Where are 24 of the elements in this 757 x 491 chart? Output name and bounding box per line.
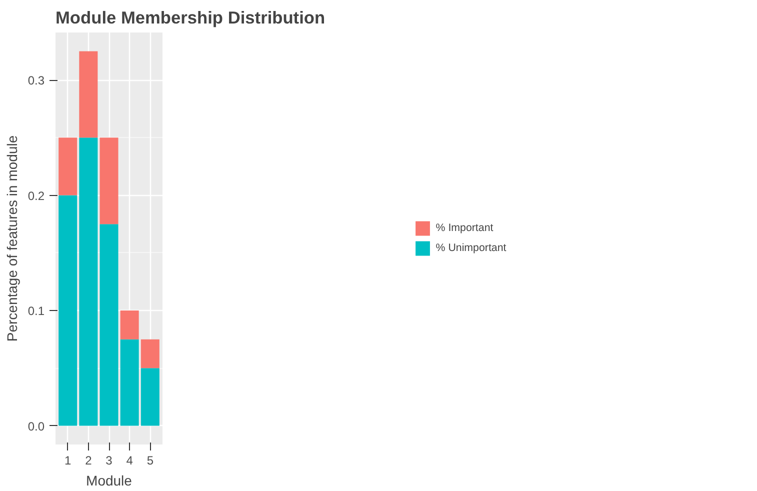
- bar: [79, 138, 98, 426]
- x-axis-title: Module: [86, 472, 132, 488]
- bar: [140, 339, 160, 368]
- y-tick-label: 0.0: [28, 419, 45, 434]
- y-tick-label: 0.2: [28, 188, 45, 203]
- bar: [120, 310, 139, 340]
- bar: [58, 138, 78, 196]
- x-tick-label: 5: [146, 454, 154, 468]
- legend-label: % Unimportant: [436, 242, 506, 254]
- y-tick-label: 0.1: [28, 304, 45, 318]
- bar: [120, 339, 139, 426]
- bar: [100, 138, 118, 224]
- chart-title: Module Membership Distribution: [56, 8, 326, 28]
- bar: [140, 368, 160, 426]
- legend-label: % Important: [436, 222, 494, 234]
- y-tick-label: 0.3: [28, 74, 45, 88]
- x-tick-label: 4: [126, 454, 134, 468]
- x-tick-label: 2: [85, 454, 92, 468]
- bar: [100, 224, 118, 426]
- x-tick-label: 1: [64, 454, 72, 468]
- y-axis-title: Percentage of features in module: [4, 135, 20, 342]
- x-tick-label: 3: [106, 454, 113, 468]
- bar: [58, 195, 78, 426]
- bar: [79, 51, 98, 138]
